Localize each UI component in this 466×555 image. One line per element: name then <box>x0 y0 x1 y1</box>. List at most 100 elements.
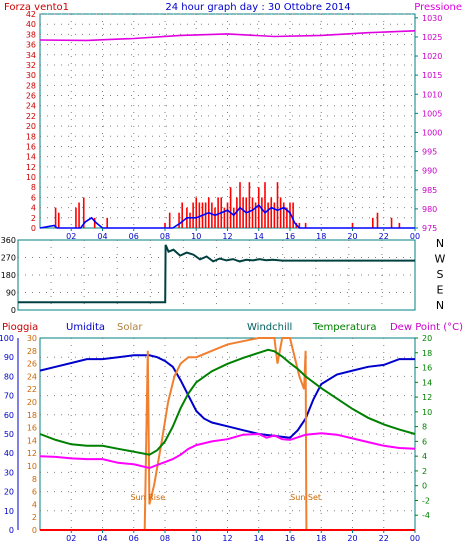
wind-axis-tick-label: 10 <box>26 173 36 182</box>
wind-label: Forza vento1 <box>4 2 69 13</box>
wind-axis-tick-label: 20 <box>26 122 36 131</box>
meteo-panel-xtick-label: 22 <box>379 534 389 543</box>
temperature-axis-tick-label: 14 <box>422 378 432 387</box>
humidity-axis-tick-label: 100 <box>0 334 14 343</box>
temperature-axis-tick-label: 10 <box>422 408 432 417</box>
solar-axis-tick-label: 16 <box>27 424 37 433</box>
compass-label: E <box>437 284 444 297</box>
solar-axis-tick-label: 8 <box>32 475 37 484</box>
compass-label: N <box>436 299 444 312</box>
dewpoint-label: Dew Point (°C) <box>390 322 463 333</box>
temperature-axis-tick-label: 8 <box>422 423 427 432</box>
wind-direction-line <box>18 244 415 304</box>
temperature-label: Temperatura <box>312 322 377 333</box>
humidity-axis-tick-label: 50 <box>4 430 14 439</box>
temperature-axis-tick-label: 20 <box>422 334 432 343</box>
wind-panel-xtick-label: 18 <box>316 232 326 241</box>
solar-axis-tick-label: 20 <box>27 398 37 407</box>
wind-panel-xtick-label: 12 <box>222 232 232 241</box>
humidity-label: Umidita <box>66 322 105 333</box>
compass-label: W <box>435 253 446 266</box>
humidity-axis-tick-label: 40 <box>4 449 14 458</box>
temperature-axis-tick-label: 6 <box>422 437 427 446</box>
chart-title: 24 hour graph day : 30 Ottobre 2014 <box>165 2 350 13</box>
wind-panel-xtick-label: 02 <box>66 232 76 241</box>
wind-axis-tick-label: 40 <box>26 20 36 29</box>
wind-axis-tick-label: 26 <box>26 92 36 101</box>
humidity-axis-tick-label: 30 <box>4 468 14 477</box>
meteo-panel-xtick-label: 00 <box>410 534 420 543</box>
wind-axis-tick-label: 2 <box>31 214 36 223</box>
wind-axis-tick-label: 22 <box>26 112 36 121</box>
meteo-panel-xtick-label: 12 <box>222 534 232 543</box>
pressure-axis-tick-label: 1015 <box>422 71 442 80</box>
humidity-axis-tick-label: 90 <box>4 353 14 362</box>
solar-axis-tick-label: 24 <box>27 372 37 381</box>
pressure-axis-tick-label: 995 <box>422 148 437 157</box>
wind-axis-tick-label: 12 <box>26 163 36 172</box>
solar-axis-tick-label: 14 <box>27 436 37 445</box>
solar-axis-tick-label: 2 <box>32 513 37 522</box>
wind-panel-xtick-label: 10 <box>191 232 201 241</box>
meteo-panel-xtick-label: 20 <box>347 534 357 543</box>
meteo-panel-xtick-label: 10 <box>191 534 201 543</box>
wind-axis-tick-label: 24 <box>26 102 36 111</box>
solar-axis-tick-label: 12 <box>27 449 37 458</box>
humidity-axis-tick-label: 70 <box>4 392 14 401</box>
sun-set-label: Sun Set <box>290 493 321 502</box>
rain-label: Pioggia <box>2 322 38 333</box>
pressure-axis-tick-label: 975 <box>422 224 437 233</box>
windchill-label: Windchill <box>247 322 292 333</box>
temperature-axis-tick-label: 12 <box>422 393 432 402</box>
wind-axis-tick-label: 16 <box>26 142 36 151</box>
temperature-axis-tick-label: 0 <box>422 482 427 491</box>
meteo-panel-xtick-label: 02 <box>66 534 76 543</box>
solar-axis-tick-label: 0 <box>32 526 37 535</box>
temperature-axis-tick-label: 2 <box>422 467 427 476</box>
solar-axis-tick-label: 4 <box>32 500 37 509</box>
meteo-panel-xtick-label: 04 <box>97 534 107 543</box>
wind-panel-xtick-label: 20 <box>347 232 357 241</box>
solar-axis-tick-label: 10 <box>27 462 37 471</box>
pressure-axis-tick-label: 1000 <box>422 128 442 137</box>
wind-axis-tick-label: 32 <box>26 61 36 70</box>
wind-axis-tick-label: 6 <box>31 193 36 202</box>
wind-axis-tick-label: 34 <box>26 51 36 60</box>
compass-label: N <box>436 237 444 250</box>
pressure-axis-tick-label: 990 <box>422 167 437 176</box>
pressure-axis-tick-label: 1005 <box>422 109 442 118</box>
wind-axis-tick-label: 30 <box>26 71 36 80</box>
wind-axis-tick-label: 28 <box>26 81 36 90</box>
solar-axis-tick-label: 28 <box>27 347 37 356</box>
wind-axis-tick-label: 38 <box>26 30 36 39</box>
temperature-axis-tick-label: -2 <box>422 496 430 505</box>
direction-axis-tick-label: 360 <box>1 236 16 245</box>
direction-axis-tick-label: 90 <box>6 289 16 298</box>
wind-average-line <box>39 203 415 229</box>
sun-rise-label: Sun Rise <box>130 493 165 502</box>
wind-panel-xtick-label: 00 <box>410 232 420 241</box>
meteo-panel-xtick-label: 06 <box>129 534 139 543</box>
wind-panel-xtick-label: 04 <box>97 232 107 241</box>
wind-axis-tick-label: 4 <box>31 204 36 213</box>
wind-panel-xtick-label: 14 <box>254 232 264 241</box>
wind-axis-tick-label: 0 <box>31 224 36 233</box>
humidity-axis-tick-label: 10 <box>4 507 14 516</box>
humidity-axis-tick-label: 60 <box>4 411 14 420</box>
pressure-axis-tick-label: 985 <box>422 186 437 195</box>
solar-label: Solar <box>117 322 143 333</box>
wind-axis-tick-label: 36 <box>26 41 36 50</box>
wind-axis-tick-label: 8 <box>31 183 36 192</box>
dew-point-line <box>39 432 416 470</box>
temperature-line <box>39 348 416 456</box>
pressure-axis-tick-label: 1010 <box>422 90 442 99</box>
meteo-panel-xtick-label: 18 <box>316 534 326 543</box>
temperature-axis-tick-label: 18 <box>422 349 432 358</box>
wind-panel-xtick-label: 06 <box>129 232 139 241</box>
pressure-axis-tick-label: 1030 <box>422 14 442 23</box>
pressure-label: Pressione <box>414 2 462 13</box>
solar-axis-tick-label: 18 <box>27 411 37 420</box>
direction-axis-tick-label: 270 <box>1 254 16 263</box>
wind-panel-xtick-label: 22 <box>379 232 389 241</box>
